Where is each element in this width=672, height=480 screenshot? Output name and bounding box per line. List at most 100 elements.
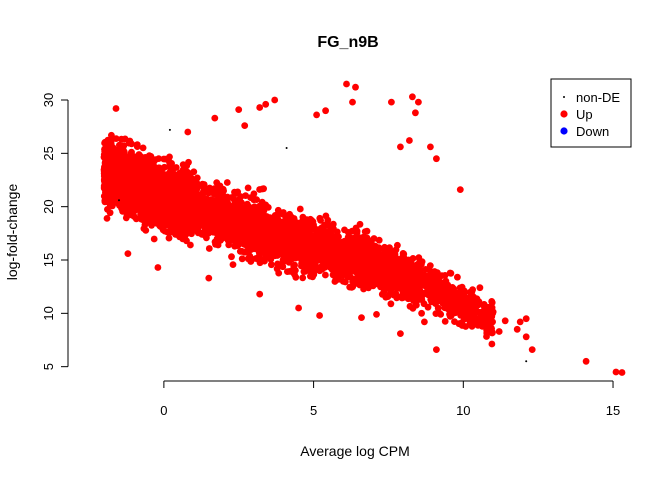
data-point	[462, 323, 470, 330]
data-point	[127, 150, 134, 158]
data-point	[183, 162, 191, 170]
data-point	[104, 157, 112, 165]
data-point	[216, 182, 224, 190]
data-point	[269, 242, 277, 249]
data-point	[268, 261, 275, 269]
data-point	[399, 250, 407, 257]
data-point	[426, 262, 434, 269]
data-point	[165, 229, 173, 237]
data-point	[274, 260, 281, 268]
data-point	[433, 269, 441, 276]
data-point	[275, 269, 283, 277]
data-point	[344, 233, 352, 241]
data-point	[166, 153, 173, 161]
data-point	[370, 235, 378, 242]
data-point	[133, 143, 141, 151]
data-point	[435, 274, 443, 282]
data-point	[168, 165, 176, 173]
data-point	[347, 263, 354, 270]
data-point	[415, 272, 423, 280]
data-point	[441, 318, 449, 325]
data-point	[284, 268, 291, 275]
data-point	[485, 304, 493, 312]
data-point	[115, 146, 123, 154]
data-point	[190, 168, 198, 176]
data-point	[387, 300, 395, 308]
data-point	[170, 225, 178, 233]
data-point	[334, 239, 341, 247]
data-point	[329, 220, 337, 228]
data-point	[440, 296, 448, 304]
data-point	[344, 271, 352, 279]
data-point	[231, 235, 239, 243]
data-point	[432, 298, 440, 305]
data-point	[236, 248, 244, 255]
data-point	[422, 266, 430, 273]
data-point	[366, 282, 373, 290]
data-point	[322, 212, 330, 220]
data-point	[236, 196, 243, 203]
data-point	[267, 253, 275, 261]
data-point	[341, 278, 349, 286]
data-point	[130, 212, 138, 220]
data-point	[296, 205, 304, 213]
data-point	[418, 309, 425, 317]
data-point	[250, 196, 258, 204]
data-point	[346, 246, 354, 253]
data-point	[133, 204, 141, 212]
data-point	[351, 228, 359, 235]
data-point	[238, 255, 246, 263]
data-point	[468, 323, 476, 330]
data-point	[357, 277, 364, 285]
data-point	[467, 318, 475, 325]
data-point	[351, 267, 359, 275]
data-point	[287, 248, 294, 256]
data-point	[488, 298, 496, 305]
data-point	[344, 229, 352, 236]
data-point	[166, 175, 174, 183]
data-point	[488, 340, 496, 348]
data-point	[446, 269, 454, 277]
series-up	[100, 80, 626, 376]
data-point	[299, 274, 307, 282]
data-point	[176, 169, 184, 177]
data-point	[387, 283, 395, 290]
data-point	[398, 255, 405, 262]
data-point	[137, 214, 145, 222]
data-point	[375, 236, 383, 244]
data-point	[381, 250, 388, 257]
data-point	[199, 190, 207, 198]
data-point	[445, 297, 453, 305]
data-point	[445, 290, 452, 298]
data-point	[143, 217, 150, 225]
data-point	[131, 168, 139, 176]
data-point	[187, 241, 194, 249]
data-point	[118, 135, 125, 143]
data-point	[140, 225, 148, 233]
data-point	[455, 320, 463, 328]
data-point	[211, 238, 219, 246]
data-point	[209, 228, 217, 236]
data-point	[356, 220, 364, 228]
data-point	[378, 290, 386, 298]
data-point	[168, 160, 176, 167]
data-point	[104, 198, 112, 206]
data-point	[233, 204, 241, 211]
data-point	[460, 311, 468, 319]
data-point	[338, 255, 346, 262]
data-point	[161, 163, 168, 171]
data-point	[408, 277, 416, 285]
data-point	[426, 271, 434, 279]
data-point	[290, 226, 297, 234]
data-point	[252, 244, 260, 252]
data-point	[324, 222, 332, 229]
data-point	[480, 301, 488, 309]
data-point	[165, 234, 173, 242]
data-point	[109, 202, 116, 210]
data-point	[430, 284, 437, 292]
data-point	[360, 234, 367, 242]
data-points	[100, 80, 626, 376]
data-point	[434, 304, 442, 312]
data-point	[329, 266, 336, 273]
